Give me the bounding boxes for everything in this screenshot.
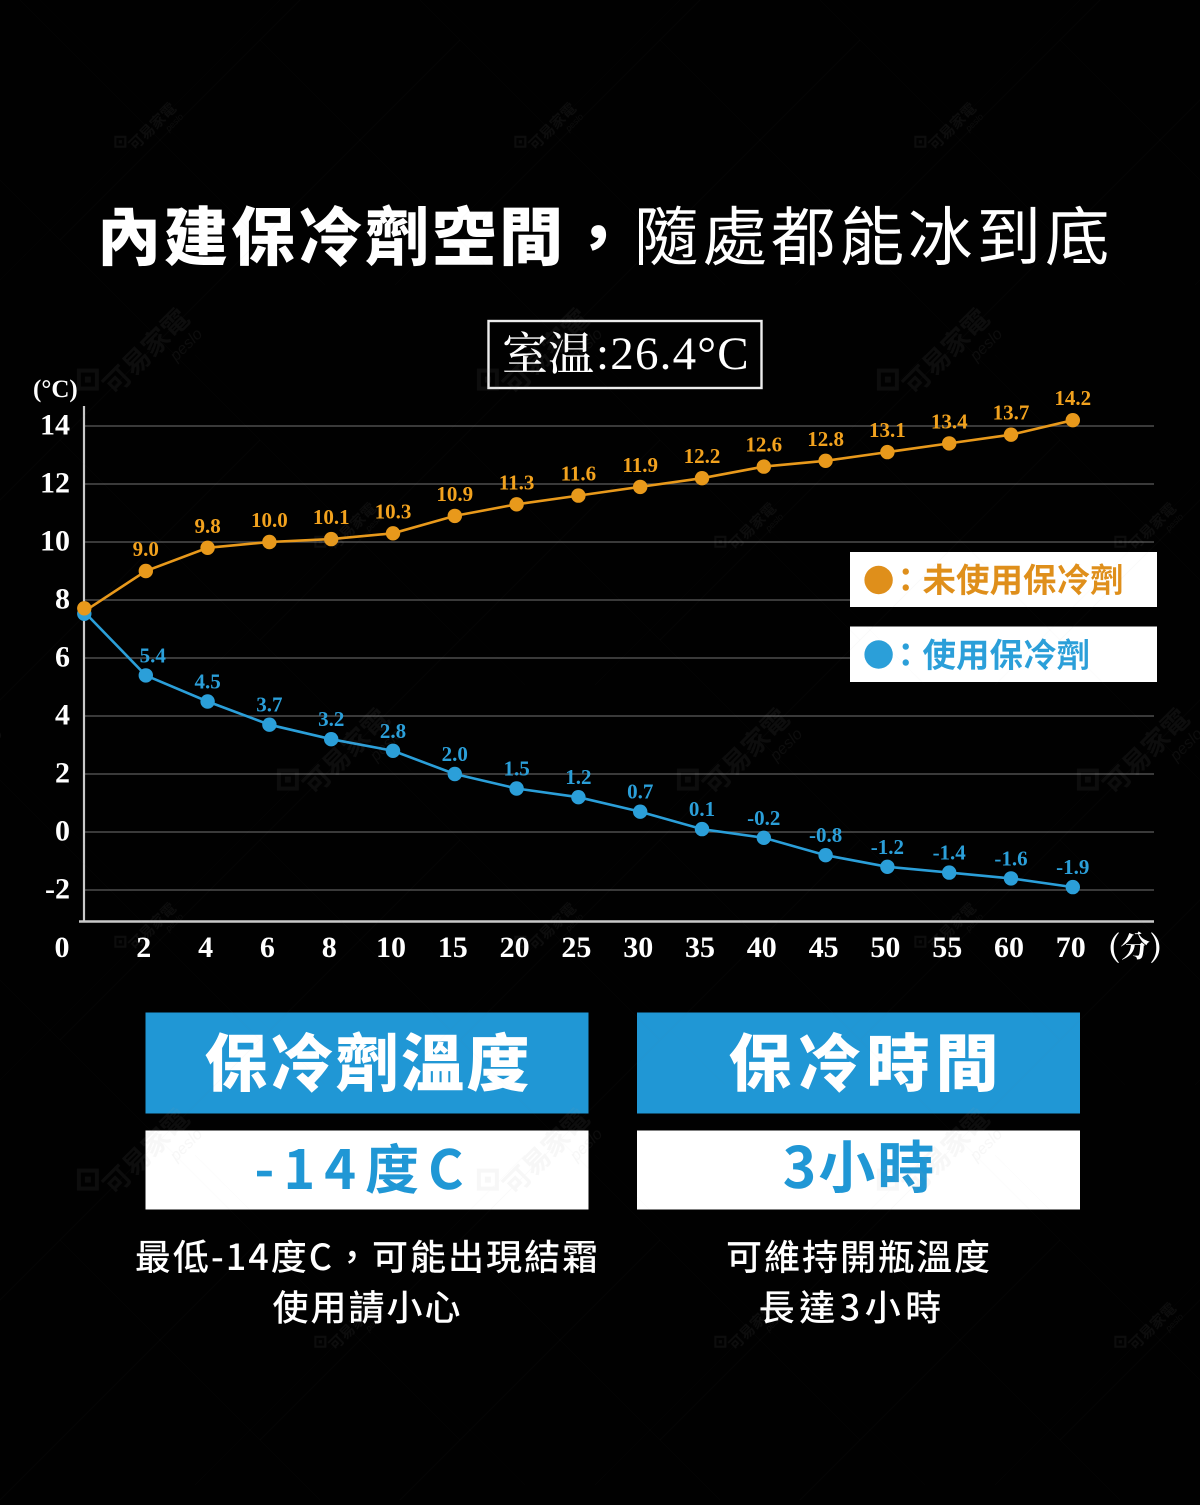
svg-text:12.8: 12.8 — [807, 427, 844, 451]
svg-text:70: 70 — [1056, 931, 1086, 964]
svg-text:3.7: 3.7 — [256, 693, 282, 717]
svg-text:9.8: 9.8 — [194, 514, 220, 538]
svg-text:14.2: 14.2 — [1054, 386, 1091, 410]
svg-text:11.6: 11.6 — [561, 462, 597, 486]
svg-text:11.9: 11.9 — [622, 453, 658, 477]
svg-text:-0.2: -0.2 — [747, 806, 780, 830]
svg-text:-1.2: -1.2 — [871, 835, 904, 859]
svg-text:1.5: 1.5 — [503, 757, 529, 781]
svg-text:30: 30 — [623, 931, 653, 964]
svg-text:(°C): (°C) — [33, 376, 78, 403]
svg-text:45: 45 — [809, 931, 839, 964]
svg-text:2: 2 — [55, 757, 70, 790]
svg-text:15: 15 — [438, 931, 468, 964]
svg-text:8: 8 — [322, 931, 337, 964]
svg-text:10.9: 10.9 — [436, 482, 473, 506]
svg-text:14: 14 — [40, 409, 70, 442]
svg-text:6: 6 — [260, 931, 275, 964]
svg-text:13.7: 13.7 — [993, 401, 1030, 425]
svg-text:9.0: 9.0 — [133, 537, 159, 561]
svg-text:0.7: 0.7 — [627, 780, 653, 804]
svg-text:-1.6: -1.6 — [994, 846, 1027, 870]
svg-text:40: 40 — [747, 931, 777, 964]
svg-text:8: 8 — [55, 583, 70, 616]
svg-text:12.6: 12.6 — [745, 433, 782, 457]
svg-text:0.1: 0.1 — [689, 797, 715, 821]
svg-text:1.2: 1.2 — [565, 765, 591, 789]
svg-text:12.2: 12.2 — [684, 444, 721, 468]
svg-text:13.1: 13.1 — [869, 418, 906, 442]
svg-text:10: 10 — [40, 525, 70, 558]
svg-text:-1.4: -1.4 — [933, 841, 967, 865]
svg-text:10.1: 10.1 — [313, 505, 350, 529]
svg-text:6: 6 — [55, 641, 70, 674]
svg-text::26.4°C: :26.4°C — [596, 328, 750, 380]
svg-text:60: 60 — [994, 931, 1024, 964]
svg-text:5.4: 5.4 — [140, 643, 167, 667]
svg-text:2.0: 2.0 — [442, 742, 468, 766]
svg-text:13.4: 13.4 — [931, 409, 968, 433]
svg-text:25: 25 — [561, 931, 591, 964]
svg-text:10.0: 10.0 — [251, 508, 288, 532]
svg-text:10: 10 — [376, 931, 406, 964]
svg-text:0: 0 — [55, 931, 70, 964]
svg-text:11.3: 11.3 — [499, 470, 535, 494]
svg-text:4: 4 — [198, 931, 213, 964]
svg-text:-0.8: -0.8 — [809, 823, 842, 847]
svg-text:12: 12 — [40, 467, 70, 500]
svg-text:-1.9: -1.9 — [1056, 855, 1089, 879]
svg-text:-2: -2 — [45, 873, 70, 906]
svg-text:50: 50 — [870, 931, 900, 964]
svg-text:4: 4 — [55, 699, 70, 732]
svg-text:35: 35 — [685, 931, 715, 964]
